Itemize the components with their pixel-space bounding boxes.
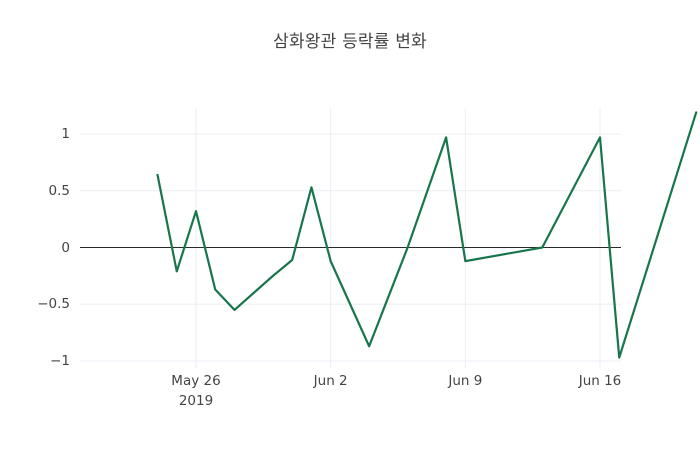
y-tick-label: −1	[50, 353, 70, 369]
x-tick-label: May 26 2019	[171, 372, 220, 411]
x-tick-label-main: May 26	[171, 373, 221, 389]
x-tick-label: Jun 2	[314, 372, 348, 392]
x-tick-label: Jun 16	[579, 372, 622, 392]
chart-title: 삼화왕관 등락률 변화	[273, 32, 427, 52]
y-tick-label: 0.5	[48, 182, 70, 199]
x-tick-label-main: Jun 9	[448, 373, 483, 389]
y-tick-label: 1	[61, 126, 70, 142]
x-gridlines	[195, 108, 601, 368]
data-series-line	[156, 111, 698, 359]
y-tick-label: −0.5	[37, 296, 70, 313]
x-tick-label-sub: 2019	[178, 392, 214, 409]
x-tick-label-main: Jun 16	[578, 373, 622, 389]
x-tick-label-main: Jun 2	[313, 373, 348, 389]
x-tick-label: Jun 9	[448, 372, 482, 392]
y-tick-label: 0	[61, 239, 70, 256]
